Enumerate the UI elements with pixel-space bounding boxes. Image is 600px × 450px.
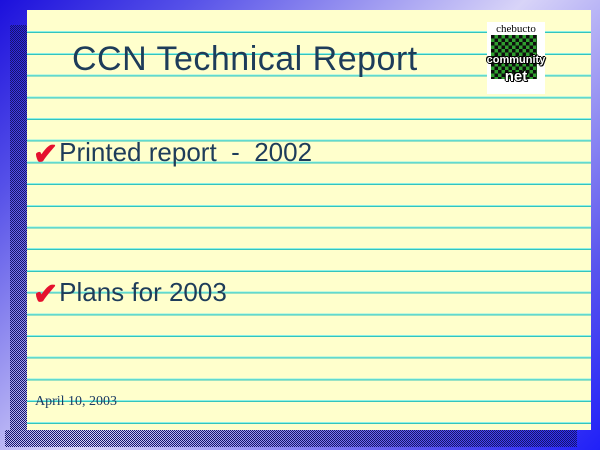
bullet-item: ✔ Plans for 2003 xyxy=(33,277,227,311)
bullet-label: Printed report - 2002 xyxy=(59,137,313,167)
chebucto-logo: chebucto community net xyxy=(487,22,545,94)
logo-text-net: net xyxy=(504,68,528,85)
bullet-item: ✔ Printed report - 2002 xyxy=(33,137,313,171)
slide-title: CCN Technical Report xyxy=(72,40,418,78)
slide-date: April 10, 2003 xyxy=(35,394,118,409)
logo-mesh-icon xyxy=(491,35,537,79)
paper-sheet: CCN Technical Report chebucto community … xyxy=(27,10,591,430)
checkmark-icon: ✔ xyxy=(33,138,59,171)
logo-text-community: community xyxy=(486,54,546,66)
logo-text-chebucto: chebucto xyxy=(496,23,536,35)
bullet-label: Plans for 2003 xyxy=(59,277,227,307)
checkmark-icon: ✔ xyxy=(33,278,59,311)
paper-shadow-left xyxy=(10,25,27,447)
paper-shadow-bottom xyxy=(5,430,577,447)
